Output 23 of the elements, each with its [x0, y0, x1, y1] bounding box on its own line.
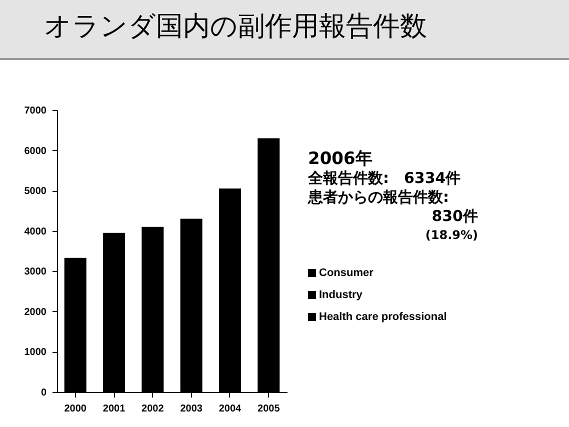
y-tick-label: 5000 [24, 186, 47, 198]
y-tick-label: 0 [40, 388, 47, 398]
text: 830件 [430, 207, 478, 226]
text: 全報告件数: 6334件 [308, 169, 462, 188]
y-tick-label: 4000 [24, 226, 47, 238]
x-tick-label: 2002 [142, 404, 164, 414]
y-tick-label: 2000 [24, 306, 47, 318]
x-tick-label: 2000 [64, 404, 87, 414]
x-tick-label: 2003 [180, 404, 203, 414]
x-tick-label: 2004 [218, 404, 242, 414]
y-tick-label: 7000 [24, 106, 47, 116]
y-tick-label: 3000 [24, 266, 47, 278]
x-tick-label: 2005 [258, 404, 280, 414]
y-tick-label: 6000 [24, 146, 47, 157]
chart-title: オランダ国内の副作用報告件数 [44, 10, 427, 44]
text: Health care professional [319, 311, 447, 323]
y-tick-label: 1000 [24, 347, 47, 358]
text: (18.9%) [424, 227, 478, 244]
text: 患者からの報告件数: [308, 188, 450, 207]
x-tick-label: 2001 [102, 404, 126, 414]
text: Industry [319, 289, 362, 301]
text: 2006年 [308, 149, 374, 169]
text: Consumer [319, 267, 374, 279]
